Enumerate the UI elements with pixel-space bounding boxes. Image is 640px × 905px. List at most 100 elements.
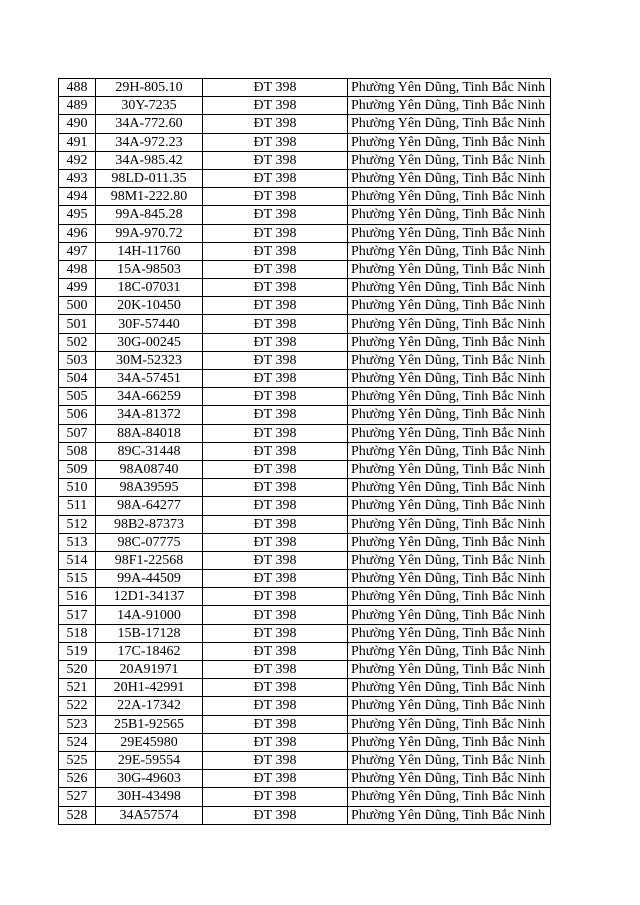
location: Phường Yên Dũng, Tinh Bắc Ninh	[347, 605, 551, 625]
row-number: 517	[58, 605, 96, 625]
location: Phường Yên Dũng, Tinh Bắc Ninh	[347, 678, 551, 698]
license-plate: 12D1-34137	[95, 587, 203, 607]
license-plate: 20K-10450	[95, 296, 203, 316]
table-row: 518 15B-17128 ĐT 398 Phường Yên Dũng, Tinh …	[58, 623, 551, 643]
row-number: 508	[58, 441, 96, 461]
route: ĐT 398	[202, 605, 348, 625]
location: Phường Yên Dũng, Tinh Bắc Ninh	[347, 168, 551, 189]
license-plate: 30G-49603	[95, 769, 203, 789]
location: Phường Yên Dũng, Tinh Bắc Ninh	[347, 587, 551, 607]
table-row: 502 30G-00245 ĐT 398 Phường Yên Dũng, Tinh …	[58, 332, 551, 352]
row-number: 488	[58, 77, 96, 98]
table-row: 499 18C-07031 ĐT 398 Phường Yên Dũng, Tinh …	[58, 278, 551, 298]
location: Phường Yên Dũng, Tinh Bắc Ninh	[347, 787, 551, 807]
location: Phường Yên Dũng, Tinh Bắc Ninh	[347, 514, 551, 534]
route: ĐT 398	[202, 168, 348, 189]
license-plate: 34A-972.23	[95, 132, 203, 152]
license-plate: 98A-64277	[95, 496, 203, 516]
location: Phường Yên Dũng, Tinh Bắc Ninh	[347, 150, 551, 170]
location: Phường Yên Dũng, Tinh Bắc Ninh	[347, 769, 551, 789]
location: Phường Yên Dũng, Tinh Bắc Ninh	[347, 278, 551, 298]
route: ĐT 398	[202, 423, 348, 443]
location: Phường Yên Dũng, Tinh Bắc Ninh	[347, 805, 551, 825]
license-plate: 99A-845.28	[95, 205, 203, 225]
route: ĐT 398	[202, 132, 348, 152]
row-number: 504	[58, 368, 96, 389]
table-row: 512 98B2-87373 ĐT 398 Phường Yên Dũng, Tinh…	[58, 514, 551, 534]
row-number: 513	[58, 532, 96, 552]
row-number: 519	[58, 641, 96, 662]
license-plate: 30F-57440	[95, 314, 203, 334]
route: ĐT 398	[202, 241, 348, 261]
route: ĐT 398	[202, 314, 348, 334]
row-number: 525	[58, 750, 96, 771]
license-plate: 89C-31448	[95, 441, 203, 461]
table-row: 491 34A-972.23 ĐT 398 Phường Yên Dũng, Tinh…	[58, 132, 551, 152]
table-row: 526 30G-49603 ĐT 398 Phường Yên Dũng, Tinh …	[58, 769, 551, 789]
license-plate: 30H-43498	[95, 787, 203, 807]
license-plate: 30G-00245	[95, 332, 203, 352]
table-row: 505 34A-66259 ĐT 398 Phường Yên Dũng, Tinh …	[58, 387, 551, 407]
license-plate: 98A39595	[95, 478, 203, 498]
row-number: 523	[58, 714, 96, 734]
row-number: 495	[58, 205, 96, 225]
license-plate: 34A-66259	[95, 387, 203, 407]
table-row: 523 25B1-92565 ĐT 398 Phường Yên Dũng, Tinh…	[58, 714, 551, 734]
route: ĐT 398	[202, 187, 348, 207]
route: ĐT 398	[202, 569, 348, 589]
table-row: 506 34A-81372 ĐT 398 Phường Yên Dũng, Tinh …	[58, 405, 551, 425]
route: ĐT 398	[202, 259, 348, 280]
route: ĐT 398	[202, 459, 348, 480]
row-number: 492	[58, 150, 96, 170]
row-number: 515	[58, 569, 96, 589]
table-row: 492 34A-985.42 ĐT 398 Phường Yên Dũng, Tinh…	[58, 150, 551, 170]
license-plate: 34A-81372	[95, 405, 203, 425]
violations-table: 488 29H-805.10 ĐT 398 Phường Yên Dũng, Tinh…	[58, 77, 551, 825]
location: Phường Yên Dũng, Tinh Bắc Ninh	[347, 205, 551, 225]
row-number: 493	[58, 168, 96, 189]
route: ĐT 398	[202, 678, 348, 698]
row-number: 501	[58, 314, 96, 334]
table-row: 509 98A08740 ĐT 398 Phường Yên Dũng, Tinh B…	[58, 459, 551, 480]
route: ĐT 398	[202, 96, 348, 116]
location: Phường Yên Dũng, Tinh Bắc Ninh	[347, 387, 551, 407]
table-row: 517 14A-91000 ĐT 398 Phường Yên Dũng, Tinh …	[58, 605, 551, 625]
location: Phường Yên Dũng, Tinh Bắc Ninh	[347, 241, 551, 261]
route: ĐT 398	[202, 514, 348, 534]
table-body: 488 29H-805.10 ĐT 398 Phường Yên Dũng, Tinh…	[58, 77, 551, 825]
row-number: 527	[58, 787, 96, 807]
license-plate: 34A-57451	[95, 368, 203, 389]
license-plate: 30M-52323	[95, 350, 203, 371]
license-plate: 30Y-7235	[95, 96, 203, 116]
row-number: 490	[58, 114, 96, 134]
table-row: 498 15A-98503 ĐT 398 Phường Yên Dũng, Tinh …	[58, 259, 551, 280]
route: ĐT 398	[202, 496, 348, 516]
table-row: 488 29H-805.10 ĐT 398 Phường Yên Dũng, Tinh…	[58, 77, 551, 98]
location: Phường Yên Dũng, Tinh Bắc Ninh	[347, 750, 551, 771]
row-number: 502	[58, 332, 96, 352]
license-plate: 34A57574	[95, 805, 203, 825]
route: ĐT 398	[202, 732, 348, 752]
route: ĐT 398	[202, 223, 348, 243]
row-number: 491	[58, 132, 96, 152]
license-plate: 98F1-22568	[95, 550, 203, 571]
route: ĐT 398	[202, 405, 348, 425]
route: ĐT 398	[202, 332, 348, 352]
location: Phường Yên Dũng, Tinh Bắc Ninh	[347, 623, 551, 643]
route: ĐT 398	[202, 441, 348, 461]
route: ĐT 398	[202, 787, 348, 807]
table-row: 524 29E45980 ĐT 398 Phường Yên Dũng, Tinh B…	[58, 732, 551, 752]
row-number: 520	[58, 659, 96, 680]
route: ĐT 398	[202, 387, 348, 407]
row-number: 522	[58, 696, 96, 716]
row-number: 528	[58, 805, 96, 825]
license-plate: 17C-18462	[95, 641, 203, 662]
table-row: 500 20K-10450 ĐT 398 Phường Yên Dũng, Tinh …	[58, 296, 551, 316]
license-plate: 98M1-222.80	[95, 187, 203, 207]
route: ĐT 398	[202, 750, 348, 771]
row-number: 497	[58, 241, 96, 261]
table-row: 519 17C-18462 ĐT 398 Phường Yên Dũng, Tinh …	[58, 641, 551, 662]
row-number: 496	[58, 223, 96, 243]
table-row: 489 30Y-7235 ĐT 398 Phường Yên Dũng, Tinh B…	[58, 96, 551, 116]
table-row: 525 29E-59554 ĐT 398 Phường Yên Dũng, Tinh …	[58, 750, 551, 771]
